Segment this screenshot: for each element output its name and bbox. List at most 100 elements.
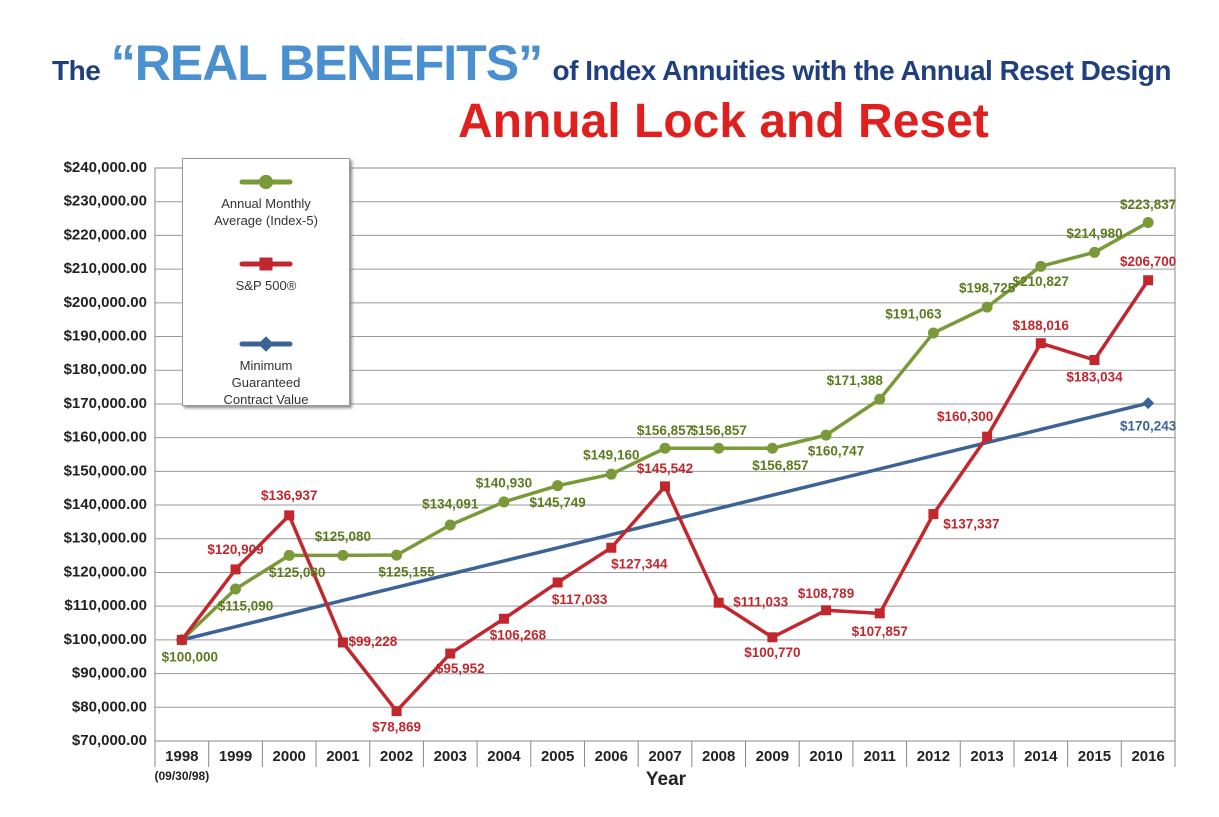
y-tick-label: $90,000.00 xyxy=(72,665,147,682)
y-tick-label: $220,000.00 xyxy=(64,226,147,243)
marker xyxy=(337,637,348,648)
marker xyxy=(660,481,670,492)
y-tick-label: $100,000.00 xyxy=(64,631,147,648)
x-tick-label: 2008 xyxy=(702,748,735,765)
title-part: of Index Annuities with the Annual Reset… xyxy=(552,55,1172,86)
value-label: $106,268 xyxy=(490,627,547,642)
marker xyxy=(659,442,671,454)
value-label: $78,869 xyxy=(372,720,421,735)
marker xyxy=(444,519,456,531)
x-tick-label: 2012 xyxy=(917,748,950,765)
value-label: $170,243 xyxy=(1120,419,1177,434)
title-part: “REAL BENEFITS” xyxy=(110,35,543,91)
marker xyxy=(259,257,273,271)
value-label: $210,827 xyxy=(1013,274,1069,289)
x-tick-label: 2013 xyxy=(970,748,1003,765)
x-tick-label: 2003 xyxy=(434,748,467,765)
value-label: $191,063 xyxy=(885,307,942,322)
value-label: $100,770 xyxy=(744,645,800,660)
legend-swatch xyxy=(239,174,293,190)
marker xyxy=(283,549,295,561)
marker xyxy=(606,542,617,553)
value-label: $127,344 xyxy=(611,556,668,571)
y-tick-label: $170,000.00 xyxy=(64,395,147,412)
y-tick-label: $80,000.00 xyxy=(72,698,147,715)
series-line xyxy=(181,401,1149,642)
marker xyxy=(1035,260,1047,272)
x-axis-label: Year xyxy=(646,769,687,790)
x-tick-label: 2011 xyxy=(863,748,896,765)
legend-label: Annual Monthly Average (Index-5) xyxy=(214,196,318,228)
value-label: $125,080 xyxy=(315,529,371,544)
y-tick-label: $120,000.00 xyxy=(64,563,147,580)
marker xyxy=(874,393,886,405)
value-label: $115,090 xyxy=(218,599,274,614)
value-label: $95,952 xyxy=(436,661,485,676)
marker xyxy=(445,648,456,659)
value-label: $188,016 xyxy=(1013,318,1070,333)
marker xyxy=(337,549,349,561)
x-tick-label: 2005 xyxy=(541,748,574,765)
value-label: $99,228 xyxy=(348,634,397,649)
marker xyxy=(391,706,402,717)
marker xyxy=(1142,216,1154,228)
value-label: $223,837 xyxy=(1120,197,1176,212)
marker xyxy=(498,613,509,624)
legend-entry: Minimum Guaranteed Contract Value xyxy=(183,335,349,408)
plot-frame xyxy=(154,167,1176,742)
marker xyxy=(1088,246,1100,258)
x-tick-label: 2010 xyxy=(809,748,842,765)
y-tick-label: $240,000.00 xyxy=(64,159,147,176)
value-label: $136,937 xyxy=(261,488,317,503)
marker xyxy=(1142,397,1155,410)
x-tick-label: 2000 xyxy=(273,748,306,765)
marker xyxy=(713,597,724,608)
marker xyxy=(258,336,274,352)
y-tick-label: $210,000.00 xyxy=(64,260,147,277)
marker xyxy=(767,632,778,643)
subtitle: Annual Lock and Reset xyxy=(458,95,989,148)
y-tick-label: $180,000.00 xyxy=(64,361,147,378)
value-label: $156,857 xyxy=(637,423,693,438)
marker xyxy=(605,468,617,480)
marker xyxy=(1143,275,1154,286)
y-tick-label: $160,000.00 xyxy=(64,429,147,446)
x-tick-label: 2016 xyxy=(1131,748,1164,765)
y-tick-label: $230,000.00 xyxy=(64,193,147,210)
value-label: $160,747 xyxy=(808,444,864,459)
marker xyxy=(1089,355,1100,366)
x-tick-label: 2004 xyxy=(487,748,521,765)
value-label: $156,857 xyxy=(691,423,747,438)
marker xyxy=(552,480,564,492)
marker xyxy=(230,583,242,595)
legend-swatch xyxy=(239,257,293,271)
value-label: $160,300 xyxy=(937,409,993,424)
value-label: $145,749 xyxy=(529,495,585,510)
value-label: $214,980 xyxy=(1066,226,1122,241)
title-part: The xyxy=(52,55,101,86)
value-label: $156,857 xyxy=(752,458,808,473)
marker xyxy=(1035,338,1046,349)
legend-swatch xyxy=(239,336,293,352)
marker xyxy=(230,564,241,575)
legend: Annual Monthly Average (Index-5) S&P 500®… xyxy=(182,158,350,408)
value-label: $183,034 xyxy=(1066,370,1123,385)
marker xyxy=(820,429,832,441)
value-label: $125,155 xyxy=(378,565,435,580)
legend-entry: S&P 500® xyxy=(183,255,349,294)
value-label: $198,725 xyxy=(959,281,1016,296)
value-label: $134,091 xyxy=(422,497,479,512)
x-tick-note: (09/30/98) xyxy=(154,769,209,783)
value-label: $137,337 xyxy=(943,517,999,532)
marker xyxy=(982,431,993,442)
value-label: $107,857 xyxy=(852,624,908,639)
x-tick-label: 1999 xyxy=(219,748,252,765)
value-label: $171,388 xyxy=(827,373,884,388)
marker xyxy=(552,577,563,588)
marker xyxy=(766,442,778,454)
legend-entry: Annual Monthly Average (Index-5) xyxy=(183,173,349,229)
value-label: $100,000 xyxy=(162,649,218,664)
marker xyxy=(284,510,295,521)
title: The “REAL BENEFITS” of Index Annuities w… xyxy=(52,34,1172,92)
